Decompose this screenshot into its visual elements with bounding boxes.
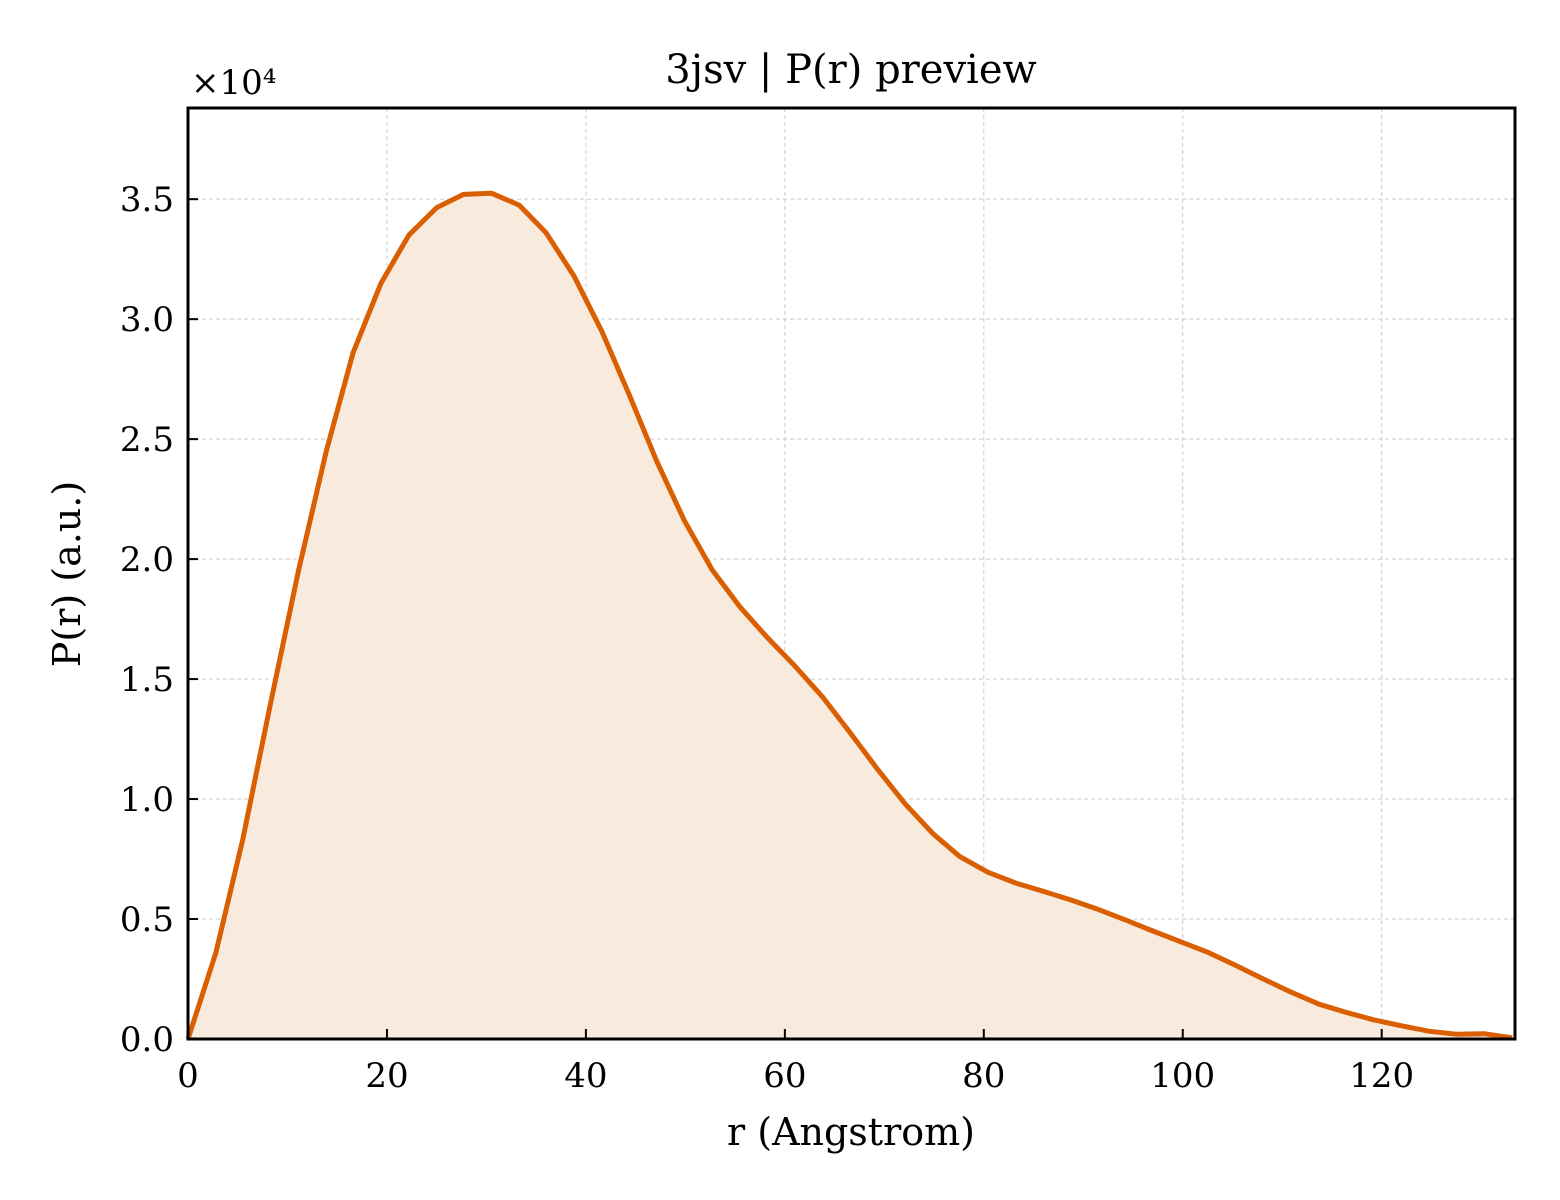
y-tick-label: 3.0 [120, 300, 174, 340]
y-axis-label: P(r) (a.u.) [45, 481, 89, 667]
x-tick-label: 20 [365, 1056, 408, 1096]
x-tick-label: 120 [1349, 1056, 1414, 1096]
x-tick-label: 80 [962, 1056, 1005, 1096]
series-line [185, 190, 1513, 1041]
y-multiplier-label: ×10⁴ [191, 63, 276, 103]
plot-frame [186, 106, 1517, 1041]
y-tick-label: 1.5 [120, 660, 174, 700]
y-tick-label: 0.5 [120, 900, 174, 940]
chart-title: 3jsv | P(r) preview [665, 47, 1037, 93]
x-tick-label: 40 [564, 1056, 607, 1096]
x-tick-labels: 0 20 40 60 80 100 120 [177, 1056, 1414, 1096]
x-tick-label: 60 [763, 1056, 806, 1096]
axis-ticks [187, 198, 1383, 1040]
x-tick-label: 100 [1150, 1056, 1215, 1096]
y-tick-label: 3.5 [120, 180, 174, 220]
y-tick-label: 2.0 [120, 540, 174, 580]
y-tick-label: 1.0 [120, 780, 174, 820]
y-tick-label: 2.5 [120, 420, 174, 460]
x-axis-label: r (Angstrom) [727, 1110, 975, 1154]
y-tick-label: 0.0 [120, 1020, 174, 1060]
x-tick-label: 0 [177, 1056, 199, 1096]
series-area-fill [188, 193, 1512, 1039]
y-tick-labels: 0.0 0.5 1.0 1.5 2.0 2.5 3.0 3.5 [120, 180, 174, 1060]
